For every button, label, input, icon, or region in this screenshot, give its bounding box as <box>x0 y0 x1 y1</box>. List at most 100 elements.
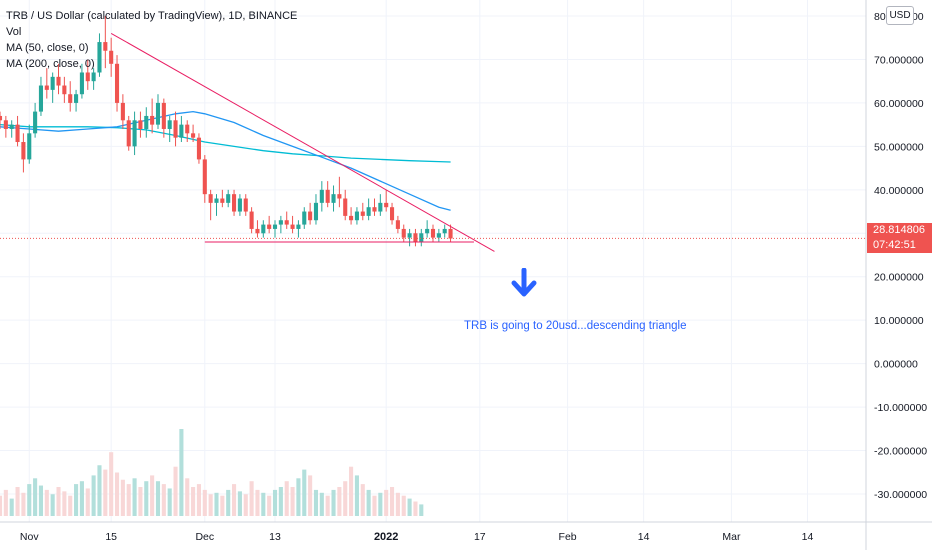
volume-bar <box>208 494 213 516</box>
candle-body <box>255 228 260 234</box>
descending-trendline-ext <box>473 239 495 252</box>
volume-bar <box>27 484 32 516</box>
candle-body <box>308 211 313 221</box>
candle-body <box>442 228 447 234</box>
candle-body <box>220 198 225 203</box>
candle-body <box>97 42 102 73</box>
candle-body <box>79 72 84 95</box>
volume-bar <box>372 495 377 516</box>
candle-body <box>395 220 400 229</box>
candle-body <box>343 198 348 216</box>
x-tick-label: Feb <box>559 531 577 543</box>
volume-bar <box>173 466 178 516</box>
candle-body <box>167 120 172 129</box>
candle-body <box>419 233 424 242</box>
candle-body <box>161 102 166 129</box>
volume-bar <box>261 492 266 516</box>
volume-bar <box>325 495 330 516</box>
y-tick-label: -30.000000 <box>874 489 927 501</box>
candle-body <box>144 115 149 129</box>
candle-body <box>384 202 389 208</box>
volume-bar <box>302 469 307 516</box>
volume-bar <box>126 484 131 516</box>
candle-body <box>155 102 161 125</box>
ma50-line <box>0 110 451 211</box>
indicator-vol[interactable]: Vol <box>6 26 22 38</box>
last-price-label: 28.814806 07:42:51 <box>867 223 932 254</box>
candle-body <box>44 85 49 90</box>
volume-bar <box>196 484 201 516</box>
volume-bar <box>313 489 319 516</box>
candle-body <box>33 111 38 134</box>
volume-bar <box>202 489 207 516</box>
moving-averages <box>0 110 451 211</box>
candle-body <box>272 224 278 229</box>
candle-body <box>56 76 61 86</box>
indicator-ma200[interactable]: MA (200, close, 0) <box>6 58 95 70</box>
volume-bar <box>74 484 79 516</box>
volume-bars <box>0 429 424 516</box>
candle-body <box>319 189 324 203</box>
x-tick-label: 13 <box>269 531 281 543</box>
volume-bar <box>413 501 418 516</box>
y-tick-label: 60.000000 <box>874 98 924 110</box>
currency-button[interactable]: USD <box>886 6 914 25</box>
volume-bar <box>272 489 278 516</box>
x-tick-label: Nov <box>20 531 39 543</box>
volume-bar <box>349 466 354 516</box>
grid <box>0 0 866 522</box>
volume-bar <box>395 492 400 516</box>
volume-bar <box>308 475 313 516</box>
trendlines <box>110 32 495 252</box>
volume-bar <box>243 494 248 516</box>
x-tick-label: 14 <box>802 531 814 543</box>
volume-bar <box>144 481 149 516</box>
volume-bar <box>50 494 55 516</box>
candle-body <box>62 85 67 95</box>
volume-bar <box>284 481 289 516</box>
x-tick-label: Mar <box>722 531 741 543</box>
candle-body <box>267 224 272 229</box>
candle-body <box>378 202 383 212</box>
candle-body <box>185 124 190 134</box>
volume-bar <box>179 429 184 516</box>
candle-body <box>331 194 336 203</box>
indicator-ma50[interactable]: MA (50, close, 0) <box>6 42 89 54</box>
ma200-line <box>0 123 451 163</box>
volume-bar <box>79 481 84 516</box>
candle-body <box>425 228 430 234</box>
x-tick-label: 14 <box>638 531 650 543</box>
candle-body <box>261 224 266 234</box>
arrow-down-icon <box>511 268 537 297</box>
volume-bar <box>360 484 365 516</box>
candle-body <box>132 120 137 147</box>
volume-bar <box>15 487 20 516</box>
volume-bar <box>378 492 383 516</box>
volume-bar <box>85 488 90 516</box>
candle-body <box>249 211 254 229</box>
candle-body <box>150 115 155 125</box>
candle-body <box>138 120 143 129</box>
volume-bar <box>9 498 14 516</box>
bar-countdown: 07:42:51 <box>873 239 916 252</box>
candle-body <box>74 94 79 103</box>
annotation-text[interactable]: TRB is going to 20usd...descending trian… <box>464 320 687 332</box>
candle-body <box>9 124 14 129</box>
volume-bar <box>237 491 242 516</box>
volume-bar <box>296 478 301 516</box>
y-tick-label: 50.000000 <box>874 141 924 153</box>
candle-body <box>413 233 418 242</box>
volume-bar <box>97 465 102 516</box>
volume-bar <box>343 481 348 516</box>
candle-body <box>407 233 412 238</box>
candle-body <box>366 207 371 216</box>
candle-body <box>114 63 120 103</box>
volume-bar <box>401 495 406 516</box>
y-tick-label: -10.000000 <box>874 402 927 414</box>
volume-bar <box>255 489 260 516</box>
volume-bar <box>167 488 172 516</box>
volume-bar <box>214 492 219 516</box>
x-tick-label: 17 <box>474 531 486 543</box>
